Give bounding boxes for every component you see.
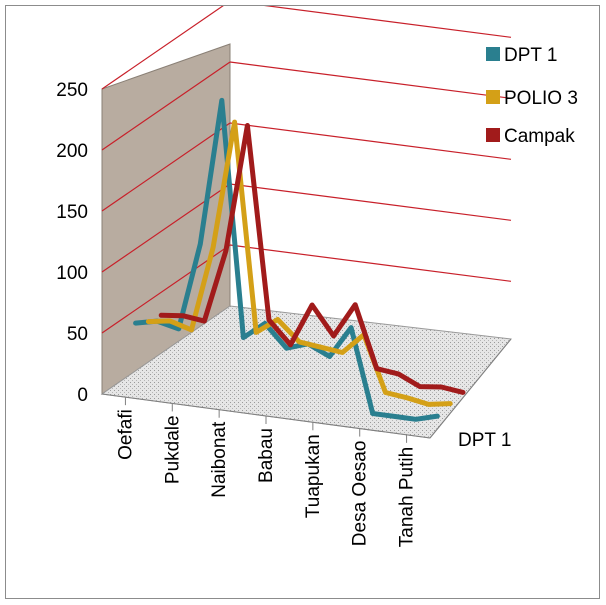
legend: DPT 1 POLIO 3 Campak: [486, 45, 578, 147]
gridline-side: [264, 6, 512, 38]
chart-frame: 0 50 100 150 200 250 Oefafi Pukdale Naibonat Bab…: [5, 5, 600, 599]
x-tick-label: Babau: [256, 428, 277, 483]
x-axis-labels: Oefafi Pukdale Naibonat Babau Tuapukan Desa O…: [115, 397, 418, 547]
legend-swatch-campak: [486, 128, 500, 142]
y-tick-label: 150: [56, 202, 88, 223]
x-tick-label: Tuapukan: [303, 434, 324, 518]
gridline-side: [229, 61, 512, 99]
legend-swatch-dpt1: [486, 47, 500, 61]
depth-axis-line: [429, 338, 512, 439]
depth-axis-label: DPT 1: [458, 430, 512, 451]
y-tick-label: 0: [77, 385, 88, 406]
gridline-side: [229, 183, 512, 221]
y-axis-ticks: 0 50 100 150 200 250: [56, 80, 88, 406]
line-chart-3d: 0 50 100 150 200 250 Oefafi Pukdale Naibonat Bab…: [56, 6, 578, 547]
gridline-wall: [101, 122, 231, 212]
x-tick-label: Tanah Putih: [397, 447, 418, 547]
y-tick-label: 100: [56, 263, 88, 284]
x-tick-label: Pukdale: [162, 415, 183, 484]
x-tick-label: Oefafi: [115, 409, 136, 460]
y-tick-label: 50: [67, 324, 88, 345]
legend-label-campak: Campak: [504, 126, 575, 147]
series-lines: [133, 97, 466, 422]
legend-swatch-polio3: [486, 90, 500, 104]
gridline-side: [229, 244, 512, 282]
gridline-wall: [101, 61, 231, 151]
y-tick-label: 200: [56, 141, 88, 162]
series-line-polio-3: [145, 119, 453, 407]
y-tick-label: 250: [56, 80, 88, 101]
x-axis-line: [101, 393, 431, 439]
gridlines: [101, 6, 512, 334]
gridline-wall: [101, 6, 224, 90]
gridline-side: [229, 122, 512, 160]
x-tick-label: Desa Oesao: [350, 441, 371, 547]
series-line-campak: [158, 123, 466, 395]
series-line-dpt-1: [133, 97, 440, 422]
legend-label-polio3: POLIO 3: [504, 88, 578, 109]
legend-label-dpt1: DPT 1: [504, 45, 558, 66]
x-tick-label: Naibonat: [209, 421, 230, 498]
